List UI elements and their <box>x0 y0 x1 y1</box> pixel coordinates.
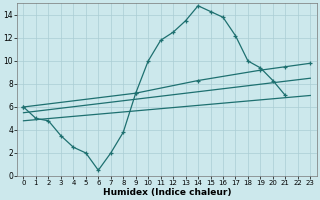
X-axis label: Humidex (Indice chaleur): Humidex (Indice chaleur) <box>103 188 231 197</box>
